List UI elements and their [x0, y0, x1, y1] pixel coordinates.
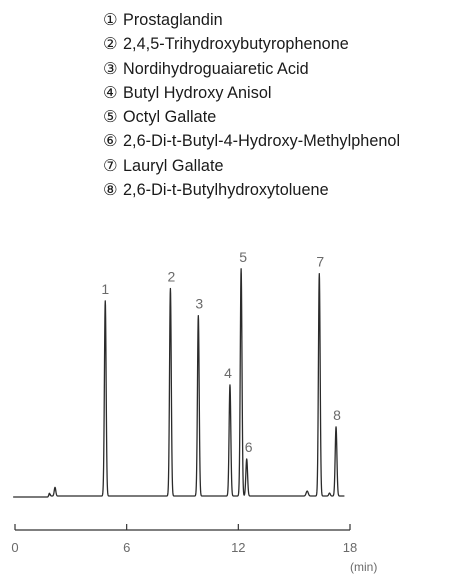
peak-label: 2	[168, 269, 176, 285]
peak-labels: 1 2 3 4 5 6 7 8	[101, 249, 341, 455]
legend-item: ① Prostaglandin	[103, 8, 400, 32]
legend-marker: ⑥	[103, 132, 118, 151]
x-tick-label: 0	[11, 540, 18, 555]
legend-item: ③ Nordihydroguaiaretic Acid	[103, 57, 400, 81]
legend-label: 2,6-Di-t-Butylhydroxytoluene	[123, 181, 329, 200]
trace-layer	[12, 268, 345, 498]
peak-label: 5	[239, 249, 247, 265]
legend-label: Prostaglandin	[123, 11, 223, 29]
x-tick-label: 12	[231, 540, 245, 555]
x-tick-label: 6	[123, 540, 130, 555]
legend-label: Octyl Gallate	[123, 108, 217, 127]
legend-item: ⑦ Lauryl Gallate	[103, 154, 400, 178]
legend-label: Lauryl Gallate	[123, 156, 224, 175]
peak-label: 6	[245, 439, 253, 455]
legend-label: Nordihydroguaiaretic Acid	[123, 59, 309, 78]
legend-marker: ①	[103, 11, 118, 29]
legend-marker: ③	[103, 59, 118, 78]
legend-item: ⑧ 2,6-Di-t-Butylhydroxytoluene	[103, 178, 400, 202]
peak-label: 7	[316, 254, 324, 270]
peak-label: 4	[224, 365, 232, 381]
legend-item: ④ Butyl Hydroxy Anisol	[103, 81, 400, 105]
legend-item: ② 2,4,5-Trihydroxybutyrophenone	[103, 32, 400, 56]
x-axis-unit-label: (min)	[350, 560, 377, 574]
legend-marker: ④	[103, 83, 118, 102]
peak-label: 1	[101, 281, 109, 297]
compound-legend: ① Prostaglandin ② 2,4,5-Trihydroxybutyroph…	[103, 8, 400, 202]
legend-marker: ⑤	[103, 108, 118, 127]
legend-label: Butyl Hydroxy Anisol	[123, 83, 272, 102]
legend-marker: ⑦	[103, 156, 118, 175]
time-axis: 0 6 12 18	[11, 524, 357, 555]
legend-label: 2,4,5-Trihydroxybutyrophenone	[123, 35, 349, 54]
legend-item: ⑤ Octyl Gallate	[103, 105, 400, 129]
peak-label: 8	[333, 407, 341, 423]
legend-item: ⑥ 2,6-Di-t-Butyl-4-Hydroxy-Methylphenol	[103, 129, 400, 153]
legend-marker: ②	[103, 35, 118, 54]
legend-marker: ⑧	[103, 181, 118, 200]
x-tick-label: 18	[343, 540, 357, 555]
legend-label: 2,6-Di-t-Butyl-4-Hydroxy-Methylphenol	[123, 132, 401, 151]
peak-label: 3	[195, 296, 203, 312]
chromatogram-trace	[12, 268, 345, 498]
